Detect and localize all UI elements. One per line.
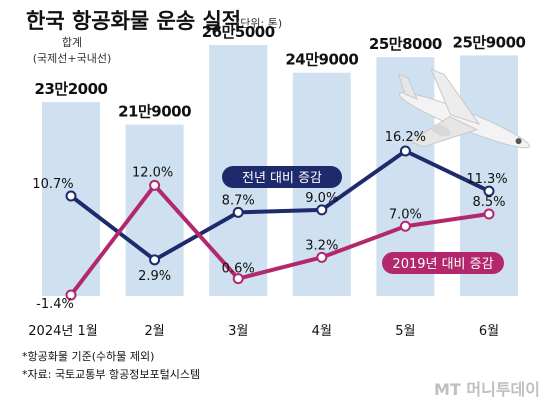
x-tick-label: 4월 [312,324,332,339]
x-tick-label: 5월 [395,324,415,339]
x-tick-label: 3월 [228,324,248,339]
vs2019-line-point [399,220,411,232]
vs2019-line-point [65,289,77,301]
yoy-line-value-label: 8.7% [222,193,255,208]
total-label: 25만8000 [369,35,442,53]
vs2019-line-point [149,179,161,191]
total-label: 25만9000 [453,33,526,51]
total-label: 24만9000 [285,51,358,69]
yoy-line-point [149,254,161,266]
yoy-line-point [399,145,411,157]
yoy-line-point [65,190,77,202]
vs2019-line-value-label: 8.5% [472,195,505,210]
yoy-line-value-label: 16.2% [385,130,426,145]
vs2019-line-point [483,208,495,220]
page-title: 한국 항공화물 운송 실적 [26,9,241,33]
vs2019-line-point [316,251,328,263]
vs2019-line-value-label: 3.2% [305,238,338,253]
legend-2019-label: 2019년 대비 증감 [392,257,493,272]
total-label: 23만2000 [35,80,108,98]
legend-2019-badge [382,252,504,274]
airplane-icon [398,68,530,149]
x-tick-label: 2024년 1월 [28,324,97,339]
yoy-line-value-label: 2.9% [138,269,171,284]
footnote-2: *자료: 국토교통부 항공정보포털시스템 [22,368,200,381]
total-label: 26만5000 [202,23,275,41]
x-tick-label: 6월 [479,324,499,339]
total-note-line1: 합계 [62,36,82,49]
yoy-line-value-label: 9.0% [305,191,338,206]
labels-group: 10.7% 2.9% 8.7% 9.0% 16.2% 11.3% -1.4% 12.0% 0.6… [32,130,507,312]
footnote-1: *항공화물 기준(수하물 제외) [22,349,154,363]
yoy-line-point [316,204,328,216]
yoy-line-point [232,206,244,218]
legend-2019: 2019년 대비 증감 [382,252,504,274]
total-label: 21만9000 [118,103,191,121]
yoy-line-value-label: 11.3% [466,172,507,187]
yoy-line-value-label: 10.7% [32,177,73,192]
vs2019-line-value-label: 7.0% [389,207,422,222]
vs2019-line [69,183,490,297]
total-note-line2: (국제선+국내선) [33,52,112,65]
yoy-line [69,149,490,262]
x-tick-label: 2월 [144,324,164,339]
lines-group [65,145,495,301]
vs2019-line-value-label: 0.6% [222,262,255,277]
vs2019-line-value-label: 12.0% [132,165,173,180]
x-axis-ticks: 2024년 1월 2월 3월 4월 5월 6월 [28,324,499,339]
unit-label: (단위: 톤) [236,17,282,30]
legend-yoy-badge [222,166,342,188]
legend-yoy: 전년 대비 증감 [222,166,342,188]
brand-logo: MT 머니투데이 [434,380,540,399]
vs2019-line-point [232,273,244,285]
yoy-line-point [483,185,495,197]
legend-yoy-label: 전년 대비 증감 [242,171,322,186]
vs2019-line-value-label: -1.4% [36,297,74,312]
